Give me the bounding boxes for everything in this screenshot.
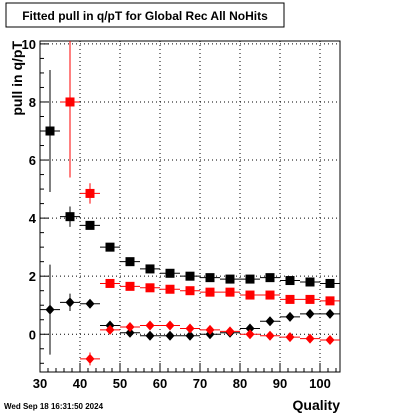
timestamp: Wed Sep 18 16:31:50 2024 xyxy=(4,402,104,411)
data-point-diamond xyxy=(285,332,295,343)
data-point-square xyxy=(225,287,235,297)
chart-title: Fitted pull in q/pT for Global Rec All N… xyxy=(22,9,268,23)
data-point-square xyxy=(165,284,175,294)
x-axis-label: Quality xyxy=(293,397,341,413)
data-point-square xyxy=(305,294,315,304)
y-tick-label: 0 xyxy=(29,327,36,342)
data-point-square xyxy=(225,274,235,284)
data-point-square xyxy=(325,296,335,306)
data-point-square xyxy=(205,287,215,297)
data-point-diamond xyxy=(225,326,235,337)
data-point-square xyxy=(125,281,135,291)
data-point-square xyxy=(65,212,75,222)
data-series xyxy=(40,41,340,366)
data-point-square xyxy=(125,257,135,267)
data-point-diamond xyxy=(165,330,175,341)
data-point-square xyxy=(105,278,115,288)
x-tick-label: 30 xyxy=(33,376,47,391)
data-point-square xyxy=(145,264,155,274)
data-point-diamond xyxy=(245,323,255,334)
data-point-square xyxy=(245,274,255,284)
data-point-square xyxy=(185,271,195,281)
x-tick-label: 50 xyxy=(113,376,127,391)
y-tick-label: 2 xyxy=(29,269,36,284)
data-point-diamond xyxy=(65,297,75,308)
data-point-diamond xyxy=(325,308,335,319)
y-axis-label: pull in q/pT xyxy=(9,41,25,116)
x-tick-label: 100 xyxy=(309,376,331,391)
y-tick-label: 6 xyxy=(29,153,36,168)
title-box: Fitted pull in q/pT for Global Rec All N… xyxy=(5,2,285,28)
x-tick-label: 90 xyxy=(273,376,287,391)
data-point-square xyxy=(265,273,275,283)
data-point-square xyxy=(285,294,295,304)
axis-ticks xyxy=(39,43,337,372)
data-point-diamond xyxy=(125,321,135,332)
data-point-diamond xyxy=(85,298,95,309)
x-tick-label: 40 xyxy=(73,376,87,391)
data-point-diamond xyxy=(185,323,195,334)
data-point-square xyxy=(185,286,195,296)
data-point-square xyxy=(305,277,315,287)
data-point-diamond xyxy=(145,330,155,341)
data-point-diamond xyxy=(85,353,95,364)
data-point-square xyxy=(285,276,295,286)
y-tick-label: 8 xyxy=(29,95,36,110)
data-point-diamond xyxy=(325,335,335,346)
data-point-square xyxy=(205,273,215,283)
y-tick-label: 4 xyxy=(29,211,37,226)
data-point-diamond xyxy=(45,304,55,315)
series-2 xyxy=(60,41,340,306)
data-point-diamond xyxy=(145,320,155,331)
data-point-diamond xyxy=(305,333,315,344)
data-point-square xyxy=(145,283,155,293)
y-tick-labels: 0 2 4 6 8 10 xyxy=(22,37,37,342)
plot-frame xyxy=(39,40,341,373)
data-point-square xyxy=(85,220,95,230)
data-point-diamond xyxy=(125,327,135,338)
data-point-square xyxy=(165,268,175,278)
data-point-diamond xyxy=(165,320,175,331)
data-point-square xyxy=(265,290,275,300)
data-point-square xyxy=(85,188,95,198)
data-point-diamond xyxy=(265,330,275,341)
series-4 xyxy=(80,320,340,366)
x-tick-label: 70 xyxy=(193,376,207,391)
data-point-square xyxy=(105,242,115,252)
data-point-diamond xyxy=(205,324,215,335)
x-tick-label: 80 xyxy=(233,376,247,391)
data-point-diamond xyxy=(285,311,295,322)
data-point-diamond xyxy=(245,329,255,340)
y-tick-label: 10 xyxy=(22,37,36,52)
x-tick-label: 60 xyxy=(153,376,167,391)
series-1 xyxy=(40,70,340,288)
data-point-square xyxy=(245,290,255,300)
data-point-square xyxy=(65,97,75,107)
data-point-diamond xyxy=(185,330,195,341)
data-point-square xyxy=(325,278,335,288)
data-point-diamond xyxy=(265,316,275,327)
data-point-diamond xyxy=(105,324,115,335)
data-point-diamond xyxy=(305,308,315,319)
data-point-square xyxy=(45,126,55,136)
x-tick-labels: 30 40 50 60 70 80 90 100 xyxy=(33,376,331,391)
